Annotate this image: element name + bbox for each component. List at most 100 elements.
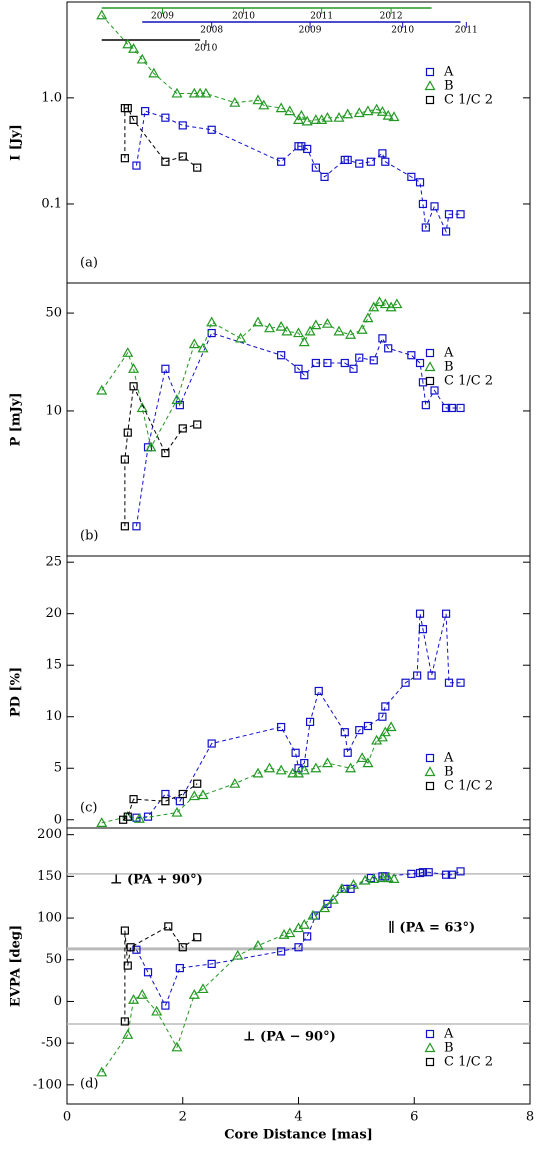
point: [264, 322, 276, 333]
y-tick-label: 0: [54, 994, 62, 1009]
point: [151, 1005, 163, 1016]
point: [427, 671, 436, 680]
point: [303, 144, 312, 154]
point: [294, 364, 303, 373]
series-line: [122, 783, 198, 821]
point: [314, 686, 323, 696]
point: [128, 994, 140, 1004]
x-tick-label: 8: [526, 1110, 534, 1125]
y-tick-label: -50: [41, 1036, 62, 1051]
point: [128, 43, 140, 53]
y-tick-label: 50: [45, 306, 62, 321]
legend-marker: [424, 361, 436, 372]
point: [347, 878, 360, 889]
point: [207, 739, 216, 748]
point: [161, 113, 170, 122]
point: [171, 806, 183, 817]
timeline-label: 2009: [299, 26, 322, 36]
y-axis-label: P [mJy]: [9, 392, 24, 446]
point: [382, 109, 394, 120]
point: [96, 817, 108, 827]
point: [264, 762, 276, 773]
point: [132, 522, 141, 531]
point: [310, 319, 322, 330]
point: [207, 125, 216, 134]
point: [292, 327, 305, 338]
series-line: [101, 726, 392, 824]
point: [336, 883, 348, 893]
point: [277, 157, 286, 166]
x-tick-label: 0: [63, 1110, 71, 1125]
y-tick-label: 200: [37, 827, 62, 842]
legend-marker: [425, 1029, 435, 1039]
legend-label: A: [443, 346, 454, 361]
point: [378, 149, 387, 158]
point: [178, 943, 187, 952]
point: [128, 363, 140, 373]
point: [258, 99, 270, 110]
point: [277, 351, 286, 360]
point: [188, 338, 200, 349]
timeline-label: 2011: [310, 12, 333, 22]
point: [96, 384, 108, 395]
point: [321, 757, 333, 768]
point: [307, 909, 319, 920]
point: [379, 298, 391, 309]
point: [120, 154, 129, 163]
point: [161, 1001, 170, 1010]
point: [295, 109, 307, 120]
point: [305, 717, 315, 726]
point: [376, 105, 388, 116]
y-tick-label: 25: [45, 555, 62, 570]
point: [356, 752, 368, 763]
point: [456, 210, 465, 219]
legend-label: C 1/C 2: [444, 779, 493, 794]
point: [193, 933, 202, 942]
point: [407, 172, 416, 181]
point: [381, 702, 390, 711]
point: [123, 812, 132, 821]
y-tick-label: 1.0: [41, 90, 62, 105]
point: [277, 722, 286, 732]
point: [363, 721, 373, 731]
legend-marker: [425, 348, 435, 358]
point: [378, 712, 387, 721]
point: [388, 873, 400, 883]
point: [456, 867, 465, 876]
point: [359, 874, 371, 885]
point: [444, 210, 454, 219]
point: [252, 767, 264, 778]
point: [275, 320, 287, 331]
point: [281, 325, 293, 336]
x-tick-label: 2: [179, 1110, 187, 1125]
point: [188, 790, 200, 801]
point: [303, 932, 312, 941]
series-line: [135, 110, 461, 234]
y-axis-label: EVPA [deg]: [9, 925, 24, 1007]
point: [298, 764, 310, 775]
point: [345, 762, 357, 773]
point: [197, 342, 209, 353]
timeline-label: 2008: [200, 26, 223, 36]
point: [141, 106, 150, 116]
point: [132, 161, 141, 170]
point: [319, 902, 331, 913]
point: [418, 868, 428, 877]
point: [300, 371, 309, 380]
point: [298, 919, 310, 929]
point: [123, 961, 132, 970]
point: [235, 332, 247, 343]
point: [284, 927, 296, 938]
point: [175, 963, 184, 973]
point: [340, 358, 349, 368]
point: [456, 678, 465, 687]
point: [193, 779, 202, 788]
point: [148, 67, 160, 78]
point: [323, 358, 332, 368]
y-tick-label: -100: [33, 1077, 62, 1092]
point: [297, 142, 306, 151]
panel-label: (b): [80, 529, 98, 544]
x-tick-label: 4: [294, 1110, 302, 1125]
y-axis-label: I [Jy]: [9, 124, 24, 161]
panel-frame: [66, 282, 531, 557]
